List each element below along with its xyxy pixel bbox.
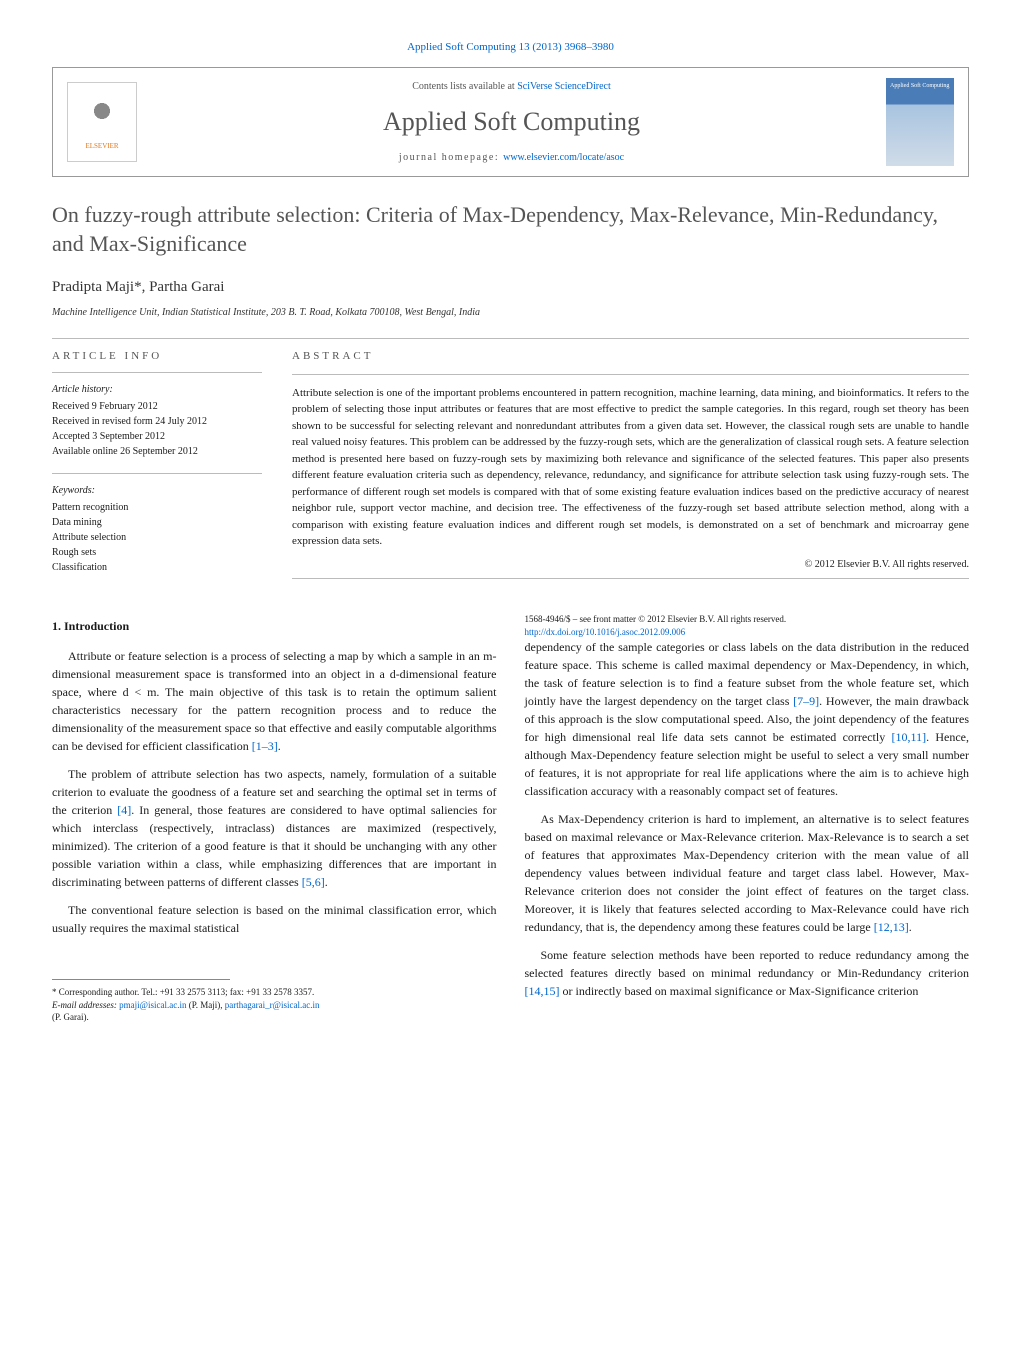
sciencedirect-link[interactable]: SciVerse ScienceDirect	[517, 81, 611, 92]
body-paragraph: As Max-Dependency criterion is hard to i…	[525, 810, 970, 936]
corresponding-author-footnote: * Corresponding author. Tel.: +91 33 257…	[52, 986, 497, 999]
body-paragraph: Some feature selection methods have been…	[525, 946, 970, 1000]
keywords-label: Keywords:	[52, 484, 262, 498]
author-2: , Partha Garai	[142, 279, 225, 295]
header-center: Contents lists available at SciVerse Sci…	[153, 80, 870, 164]
journal-homepage-line: journal homepage: www.elsevier.com/locat…	[153, 151, 870, 165]
corresponding-author-mark: *	[134, 279, 142, 295]
publisher-name: ELSEVIER	[85, 142, 118, 152]
citation-link[interactable]: [4]	[117, 803, 131, 817]
article-info-column: ARTICLE INFO Article history: Received 9…	[52, 349, 262, 589]
keywords-block: Keywords: Pattern recognition Data minin…	[52, 484, 262, 575]
body-paragraph: dependency of the sample categories or c…	[525, 638, 970, 800]
keyword: Classification	[52, 560, 262, 575]
keyword: Data mining	[52, 515, 262, 530]
cover-label: Applied Soft Computing	[890, 83, 949, 89]
divider	[52, 372, 262, 373]
abstract-text: Attribute selection is one of the import…	[292, 385, 969, 550]
issn-copyright-line: 1568-4946/$ – see front matter © 2012 El…	[525, 613, 970, 638]
abstract-copyright: © 2012 Elsevier B.V. All rights reserved…	[292, 558, 969, 572]
citation-link[interactable]: [10,11]	[892, 730, 927, 744]
history-item: Accepted 3 September 2012	[52, 429, 262, 444]
citation-link[interactable]: [12,13]	[874, 920, 909, 934]
footnote-separator	[52, 979, 230, 980]
contents-available-line: Contents lists available at SciVerse Sci…	[153, 80, 870, 94]
divider	[292, 374, 969, 375]
citation-link[interactable]: [1–3]	[252, 739, 278, 753]
abstract-heading: ABSTRACT	[292, 349, 969, 364]
doi-link[interactable]: http://dx.doi.org/10.1016/j.asoc.2012.09…	[525, 627, 686, 637]
email-link[interactable]: parthagarai_r@isical.ac.in	[225, 1000, 320, 1010]
section-1-heading: 1. Introduction	[52, 617, 497, 635]
email-link[interactable]: pmaji@isical.ac.in	[119, 1000, 186, 1010]
history-item: Received in revised form 24 July 2012	[52, 414, 262, 429]
article-info-heading: ARTICLE INFO	[52, 349, 262, 364]
affiliation: Machine Intelligence Unit, Indian Statis…	[52, 306, 969, 320]
history-item: Received 9 February 2012	[52, 399, 262, 414]
divider	[52, 338, 969, 339]
authors-line: Pradipta Maji*, Partha Garai	[52, 277, 969, 298]
keyword: Rough sets	[52, 545, 262, 560]
journal-cover-thumbnail: Applied Soft Computing	[886, 78, 954, 166]
journal-name: Applied Soft Computing	[153, 104, 870, 140]
journal-header-box: ELSEVIER Contents lists available at Sci…	[52, 67, 969, 177]
citation-header: Applied Soft Computing 13 (2013) 3968–39…	[52, 40, 969, 55]
footnote-mark: *	[52, 987, 57, 997]
history-item: Available online 26 September 2012	[52, 444, 262, 459]
email-label: E-mail addresses:	[52, 1000, 119, 1010]
body-two-column: 1. Introduction Attribute or feature sel…	[52, 613, 969, 1025]
article-history-block: Article history: Received 9 February 201…	[52, 383, 262, 459]
homepage-prefix: journal homepage:	[399, 152, 503, 163]
divider	[52, 473, 262, 474]
issn-text: 1568-4946/$ – see front matter © 2012 El…	[525, 614, 787, 624]
divider	[292, 578, 969, 579]
keyword: Pattern recognition	[52, 500, 262, 515]
email-footnote: E-mail addresses: pmaji@isical.ac.in (P.…	[52, 999, 497, 1024]
body-paragraph: The problem of attribute selection has t…	[52, 765, 497, 891]
citation-link[interactable]: [14,15]	[525, 984, 560, 998]
author-1: Pradipta Maji	[52, 279, 134, 295]
body-paragraph: Attribute or feature selection is a proc…	[52, 647, 497, 755]
citation-link[interactable]: [5,6]	[302, 875, 325, 889]
body-paragraph: The conventional feature selection is ba…	[52, 901, 497, 937]
elsevier-logo: ELSEVIER	[67, 82, 137, 162]
contents-prefix: Contents lists available at	[412, 81, 517, 92]
keyword: Attribute selection	[52, 530, 262, 545]
article-title: On fuzzy-rough attribute selection: Crit…	[52, 201, 969, 258]
citation-link[interactable]: [7–9]	[793, 694, 819, 708]
abstract-column: ABSTRACT Attribute selection is one of t…	[292, 349, 969, 589]
journal-homepage-link[interactable]: www.elsevier.com/locate/asoc	[503, 152, 624, 163]
history-label: Article history:	[52, 383, 262, 397]
footnotes: * Corresponding author. Tel.: +91 33 257…	[52, 986, 497, 1024]
